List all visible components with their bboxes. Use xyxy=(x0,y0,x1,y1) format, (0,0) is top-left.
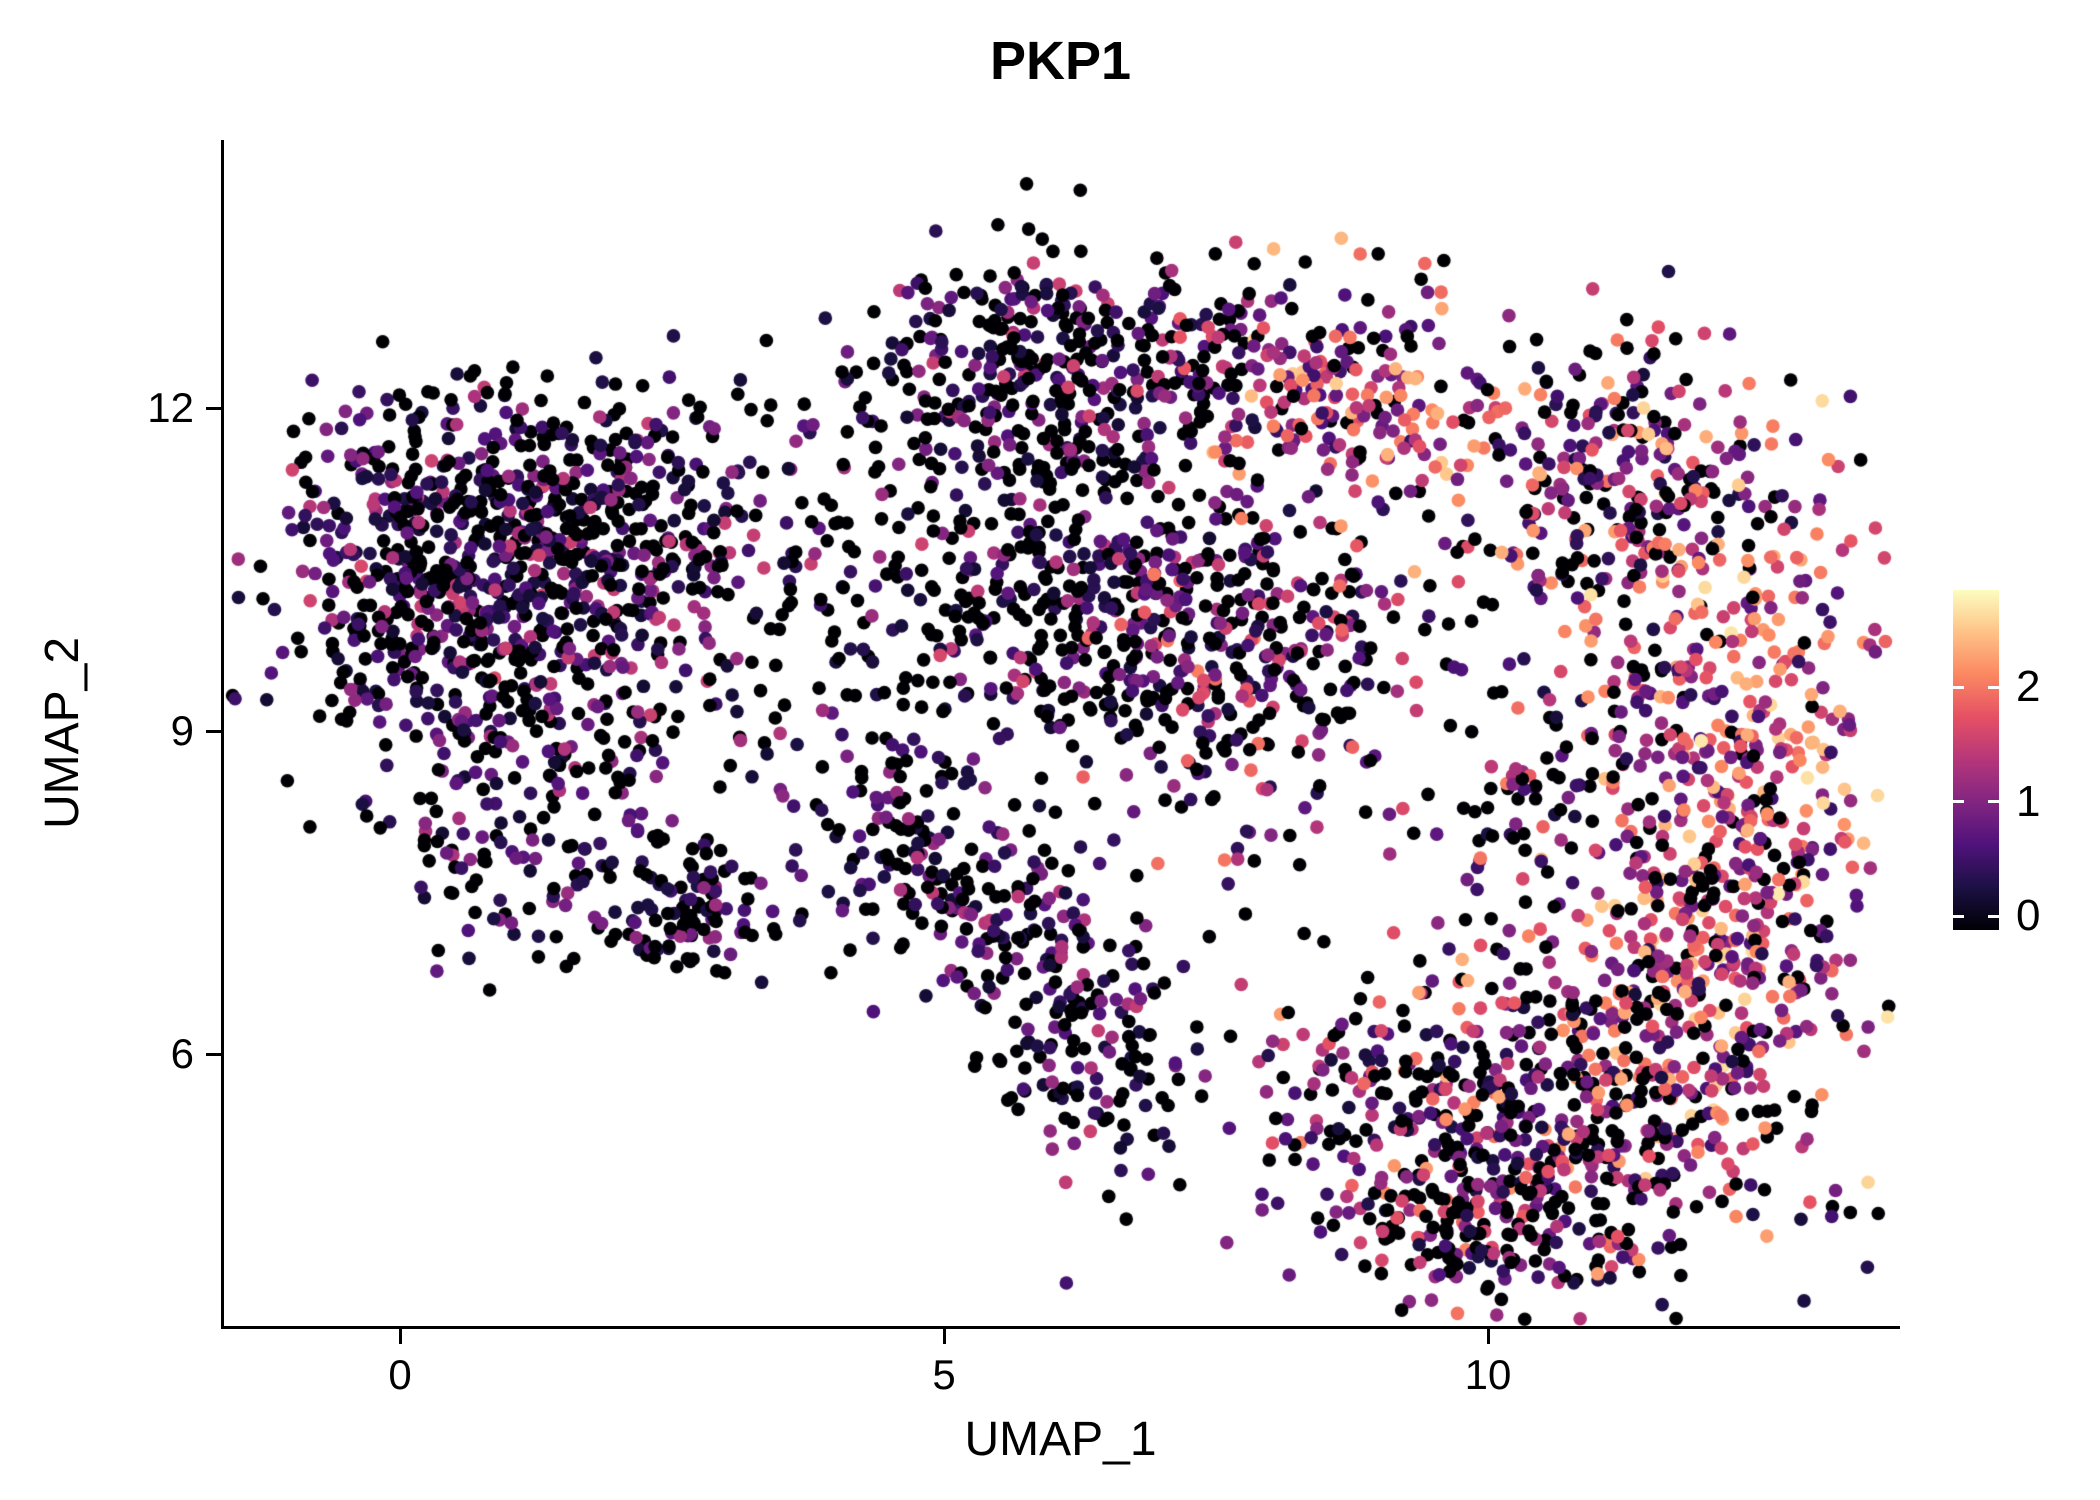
y-tick-label: 12 xyxy=(147,384,194,431)
colorbar-tick-mark xyxy=(1953,800,1964,804)
y-axis-tick xyxy=(206,1052,221,1056)
expression-colorbar xyxy=(1953,590,1999,930)
y-axis-line xyxy=(221,140,224,1329)
x-tick-label: 10 xyxy=(1464,1351,1512,1398)
colorbar-tick-mark xyxy=(1988,800,1999,804)
y-tick-label: 9 xyxy=(170,707,194,755)
chart-title: PKP1 xyxy=(989,31,1132,91)
x-axis-tick xyxy=(1486,1329,1490,1344)
y-axis-tick xyxy=(206,729,221,733)
x-axis-line xyxy=(221,1326,1900,1329)
x-tick-label: 0 xyxy=(388,1351,412,1398)
y-tick-label: 6 xyxy=(170,1030,194,1078)
x-axis-label: UMAP_1 xyxy=(964,1413,1157,1466)
y-axis-label: UMAP_2 xyxy=(36,636,89,830)
x-tick-label: 5 xyxy=(932,1351,956,1398)
colorbar-tick-mark xyxy=(1988,914,1999,918)
colorbar-tick-label: 0 xyxy=(2016,891,2041,941)
y-axis-tick xyxy=(206,406,221,410)
x-axis-tick xyxy=(398,1329,402,1344)
colorbar-tick-label: 1 xyxy=(2016,776,2041,826)
colorbar-tick-mark xyxy=(1988,685,1999,689)
colorbar-tick-mark xyxy=(1953,914,1964,918)
colorbar-tick-label: 2 xyxy=(2016,662,2041,712)
colorbar-tick-mark xyxy=(1953,685,1964,689)
x-axis-tick xyxy=(942,1329,946,1344)
